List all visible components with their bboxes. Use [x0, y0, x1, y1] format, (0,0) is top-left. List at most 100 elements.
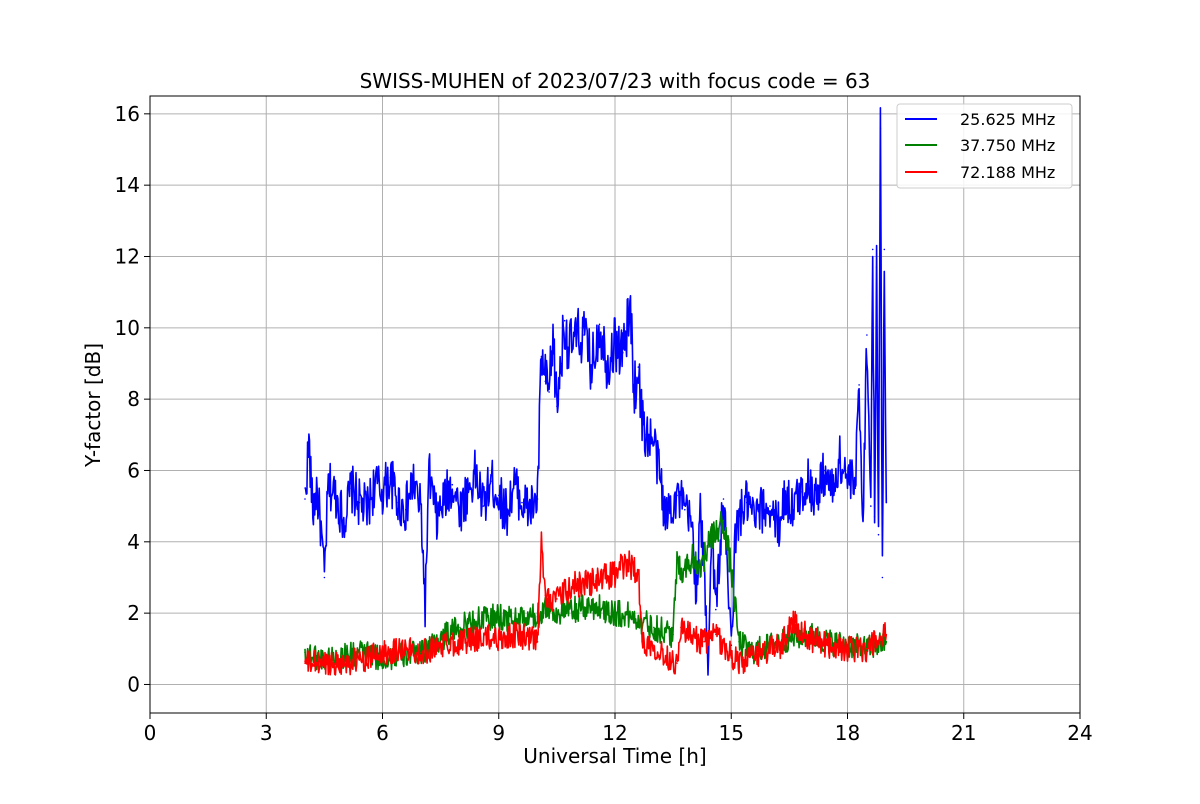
- series-3-point: [536, 640, 539, 643]
- series-1-point: [873, 516, 876, 518]
- series-1-point: [366, 508, 368, 511]
- series-1-point: [707, 662, 709, 664]
- series-1-point: [715, 608, 717, 611]
- series-3-point: [381, 651, 384, 654]
- series-1-point: [319, 523, 322, 525]
- series-1-point: [451, 483, 454, 486]
- series-3-point: [680, 626, 682, 629]
- series-1-point: [691, 526, 694, 529]
- series-1-point: [482, 505, 485, 507]
- series-3-point: [691, 637, 694, 639]
- series-1-point: [315, 487, 318, 490]
- series-3-point: [478, 637, 481, 639]
- x-tick-label: 0: [144, 721, 157, 745]
- series-1-point: [746, 501, 748, 504]
- series-1-point: [436, 519, 438, 522]
- y-tick-label: 16: [115, 102, 140, 126]
- series-3-point: [703, 640, 705, 643]
- series-1-point: [443, 498, 446, 500]
- series-1-point: [529, 508, 531, 511]
- series-3-point: [304, 662, 306, 664]
- series-3-point: [715, 633, 717, 636]
- series-1-point: [323, 576, 326, 579]
- series-2-point: [676, 562, 678, 564]
- series-3-point: [362, 658, 364, 661]
- y-axis-label: Y-factor [dB]: [81, 343, 105, 468]
- series-1-point: [389, 476, 392, 479]
- series-3-point: [575, 583, 578, 586]
- series-1-point: [870, 505, 872, 507]
- series-1-point: [761, 508, 764, 511]
- series-1-point: [548, 391, 550, 393]
- series-1-point: [563, 319, 566, 322]
- series-1-point: [881, 576, 884, 579]
- series-1-point: [769, 505, 771, 507]
- series-1-point: [784, 494, 787, 497]
- series-1-point: [567, 348, 570, 351]
- series-1-point: [591, 366, 593, 368]
- series-line-3: [304, 531, 888, 676]
- series-1-point: [875, 266, 878, 269]
- y-tick-label: 14: [115, 173, 140, 197]
- series-1-point: [664, 519, 667, 522]
- series-1-point: [633, 391, 636, 393]
- series-3-point: [769, 648, 771, 650]
- legend-label-series-2: 37.750 MHz: [960, 136, 1055, 155]
- series-1-point: [536, 498, 539, 500]
- x-tick-label: 12: [602, 721, 627, 745]
- series-1-point: [397, 501, 399, 504]
- series-2-point: [614, 612, 616, 614]
- chart-title: SWISS-MUHEN of 2023/07/23 with focus cod…: [360, 69, 871, 93]
- x-tick-label: 3: [260, 721, 273, 745]
- series-1-point: [583, 334, 585, 336]
- series-1-point: [676, 494, 678, 497]
- series-3-point: [753, 655, 756, 657]
- series-layer: [304, 107, 888, 676]
- x-tick-label: 18: [835, 721, 860, 745]
- series-1-point: [722, 498, 725, 500]
- series-1-point: [846, 476, 849, 479]
- series-3-point: [498, 637, 500, 639]
- series-2-point: [653, 626, 655, 629]
- y-tick-label: 2: [127, 601, 140, 625]
- series-3-point: [808, 637, 810, 639]
- series-1-point: [598, 323, 601, 326]
- series-3-point: [540, 544, 543, 547]
- series-1-point: [792, 508, 795, 511]
- y-tick-label: 8: [127, 387, 140, 411]
- series-1-point: [513, 483, 516, 486]
- series-1-point: [668, 505, 671, 507]
- series-1-point: [823, 469, 826, 472]
- series-2-point: [478, 619, 481, 622]
- x-tick-label: 21: [951, 721, 976, 745]
- series-2-point: [738, 640, 740, 643]
- series-2-point: [730, 569, 733, 572]
- x-tick-label: 15: [719, 721, 744, 745]
- series-1-point: [695, 594, 698, 597]
- series-2-point: [672, 633, 674, 636]
- legend: 25.625 MHz 37.750 MHz 72.188 MHz: [896, 103, 1073, 189]
- series-1-point: [521, 501, 523, 504]
- series-3-point: [420, 651, 423, 654]
- series-2-point: [594, 605, 597, 607]
- y-tick-label: 6: [127, 458, 140, 482]
- series-2-point: [722, 519, 725, 522]
- series-1-point: [776, 526, 779, 529]
- y-tick-label: 12: [115, 244, 140, 268]
- series-1-point: [560, 362, 562, 365]
- series-3-point: [827, 644, 829, 646]
- series-1-point: [327, 483, 330, 486]
- series-1-point: [653, 441, 655, 443]
- series-1-point: [866, 334, 868, 336]
- series-2-point: [459, 626, 461, 629]
- series-1-point: [645, 434, 647, 436]
- series-1-point: [738, 516, 740, 518]
- series-1-point: [734, 541, 736, 543]
- series-3-point: [594, 580, 597, 582]
- series-3-point: [664, 655, 667, 657]
- series-1-point: [424, 605, 426, 607]
- series-3-point: [846, 648, 849, 650]
- series-3-point: [742, 662, 744, 664]
